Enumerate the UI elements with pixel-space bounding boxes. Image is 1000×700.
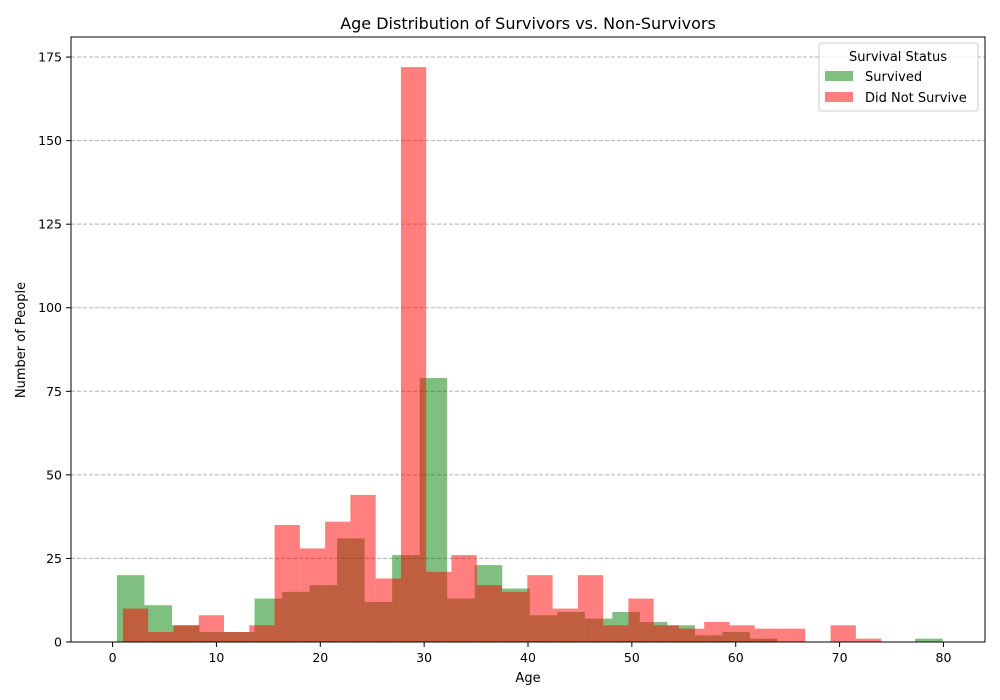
legend-label-survived: Survived [865, 70, 922, 85]
bar-did-not-survive [299, 548, 326, 642]
bar-did-not-survive [830, 625, 856, 642]
bar-did-not-survive [476, 585, 503, 642]
bar-did-not-survive [754, 628, 781, 642]
bar-did-not-survive [855, 638, 882, 642]
y-tick-label: 0 [54, 635, 62, 650]
y-tick-label: 175 [38, 50, 62, 65]
y-tick-label: 150 [38, 133, 62, 148]
x-tick-label: 40 [520, 650, 536, 665]
x-tick-label: 30 [416, 650, 432, 665]
bar-did-not-survive [122, 608, 149, 642]
bar-did-not-survive [780, 628, 806, 642]
x-tick-label: 10 [208, 650, 224, 665]
bar-did-not-survive [426, 571, 452, 642]
bar-did-not-survive [274, 525, 300, 642]
x-axis-ticks: 0 10 20 30 40 50 60 70 80 [109, 642, 952, 665]
bar-did-not-survive [198, 615, 225, 642]
y-tick-label: 25 [46, 551, 62, 566]
bar-did-not-survive [350, 494, 376, 642]
x-tick-label: 20 [312, 650, 328, 665]
y-tick-label: 75 [46, 384, 62, 399]
y-tick-label: 125 [38, 217, 62, 232]
x-axis-label: Age [515, 671, 540, 686]
legend-box [818, 42, 979, 112]
histogram-bars [116, 67, 943, 642]
chart-title: Age Distribution of Survivors vs. Non-Su… [340, 14, 716, 33]
bar-did-not-survive [249, 625, 275, 642]
bar-did-not-survive [628, 598, 654, 642]
y-axis-label: Number of People [14, 282, 29, 398]
bar-did-not-survive [729, 625, 755, 642]
y-axis-ticks: 0 25 50 75 100 125 150 175 [38, 50, 71, 650]
bar-survived [915, 638, 943, 642]
plot-frame [70, 36, 986, 643]
bar-did-not-survive [678, 628, 705, 642]
x-tick-label: 70 [832, 650, 848, 665]
bar-did-not-survive [704, 621, 730, 642]
x-tick-label: 0 [109, 650, 117, 665]
bar-did-not-survive [577, 575, 604, 642]
legend: Survival Status Survived Did Not Survive [818, 42, 979, 112]
bar-did-not-survive [502, 591, 528, 642]
bar-did-not-survive [451, 555, 477, 642]
x-tick-label: 60 [728, 650, 744, 665]
x-tick-label: 50 [624, 650, 640, 665]
y-tick-label: 100 [38, 300, 62, 315]
bar-did-not-survive [375, 578, 401, 642]
bar-did-not-survive [653, 625, 679, 642]
legend-title: Survival Status [849, 50, 947, 65]
legend-swatch-survived [825, 71, 853, 81]
bar-did-not-survive [173, 625, 199, 642]
gridlines [71, 56, 985, 559]
x-tick-label: 80 [936, 650, 952, 665]
bar-did-not-survive [400, 67, 427, 642]
bar-did-not-survive [527, 575, 553, 642]
bar-did-not-survive [325, 521, 351, 642]
y-tick-label: 50 [46, 467, 62, 482]
legend-swatch-did-not-survive [825, 92, 853, 102]
bar-did-not-survive [224, 631, 250, 642]
bar-did-not-survive [148, 631, 174, 642]
legend-label-did-not-survive: Did Not Survive [865, 91, 967, 106]
bar-did-not-survive [603, 625, 629, 642]
bar-did-not-survive [552, 608, 578, 642]
